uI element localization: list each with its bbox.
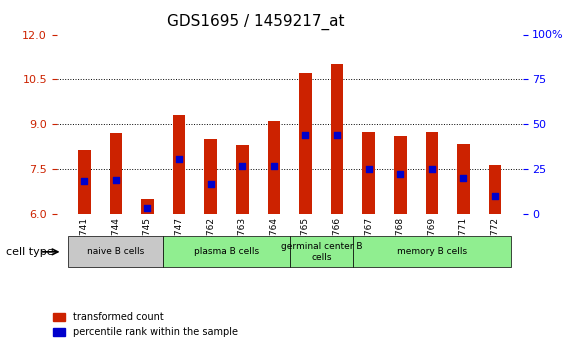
Point	[206, 181, 215, 187]
Point	[143, 205, 152, 211]
Text: GDS1695 / 1459217_at: GDS1695 / 1459217_at	[167, 14, 344, 30]
FancyBboxPatch shape	[163, 236, 290, 267]
Bar	[488, 165, 502, 214]
Point	[80, 178, 89, 184]
Point	[174, 156, 183, 161]
Text: naive B cells: naive B cells	[87, 247, 144, 256]
FancyBboxPatch shape	[353, 236, 511, 267]
Point	[332, 132, 341, 137]
Bar	[394, 136, 407, 214]
Bar	[268, 121, 280, 214]
FancyBboxPatch shape	[290, 236, 353, 267]
Point	[269, 163, 278, 169]
Legend: transformed count, percentile rank within the sample: transformed count, percentile rank withi…	[51, 309, 241, 340]
Bar	[236, 145, 249, 214]
Bar	[173, 115, 185, 214]
Bar	[110, 133, 122, 214]
Bar	[362, 132, 375, 214]
Bar	[457, 144, 470, 214]
Text: germinal center B
cells: germinal center B cells	[281, 242, 362, 262]
Point	[238, 163, 247, 169]
Bar	[299, 73, 312, 214]
Bar	[78, 150, 91, 214]
Point	[459, 175, 468, 181]
Text: plasma B cells: plasma B cells	[194, 247, 259, 256]
Point	[111, 177, 120, 182]
Point	[301, 132, 310, 137]
Point	[427, 166, 436, 172]
FancyBboxPatch shape	[69, 236, 163, 267]
Bar	[204, 139, 217, 214]
Point	[491, 193, 500, 199]
Text: cell type: cell type	[6, 247, 53, 257]
Bar	[141, 199, 154, 214]
Text: memory B cells: memory B cells	[397, 247, 467, 256]
Point	[396, 171, 405, 176]
Bar	[331, 65, 344, 214]
Point	[364, 166, 373, 172]
Bar	[425, 132, 438, 214]
